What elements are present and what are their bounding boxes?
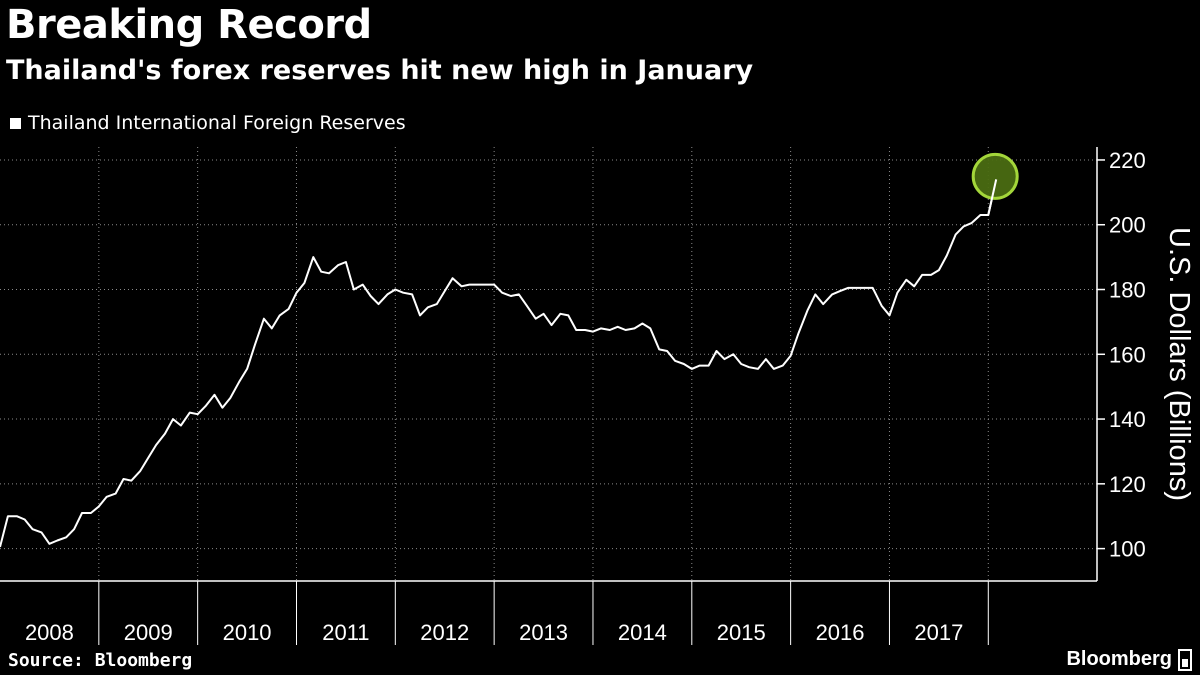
legend: Thailand International Foreign Reserves: [10, 112, 406, 134]
brand-text: Bloomberg: [1066, 648, 1172, 670]
chart-subtitle: Thailand's forex reserves hit new high i…: [6, 55, 754, 86]
y-tick-label: 220: [1109, 148, 1146, 173]
x-tick-label: 2011: [322, 620, 369, 645]
x-tick-label: 2017: [914, 620, 963, 645]
chart-title: Breaking Record: [6, 2, 372, 48]
y-tick-label: 180: [1109, 278, 1146, 303]
y-tick-label: 120: [1109, 472, 1146, 497]
x-tick-label: 2009: [124, 620, 173, 645]
y-tick-label: 160: [1109, 342, 1146, 367]
legend-swatch: [10, 117, 21, 129]
legend-label: Thailand International Foreign Reserves: [28, 112, 406, 134]
x-tick-label: 2014: [618, 620, 667, 645]
x-tick-label: 2008: [25, 620, 74, 645]
y-tick-label: 100: [1109, 537, 1146, 562]
series-line: [0, 179, 998, 548]
x-tick-label: 2013: [519, 620, 568, 645]
y-axis-title: U.S. Dollars (Billions): [1163, 227, 1195, 501]
source-note: Source: Bloomberg: [8, 650, 193, 671]
latest-value-highlight: [971, 152, 1019, 200]
x-tick-label: 2012: [420, 620, 469, 645]
x-tick-label: 2016: [816, 620, 865, 645]
y-tick-label: 200: [1109, 213, 1146, 238]
x-tick-label: 2010: [223, 620, 272, 645]
bloomberg-terminal-icon: [1178, 648, 1192, 671]
y-tick-label: 140: [1109, 407, 1146, 432]
series-last-segment: [987, 179, 998, 216]
bloomberg-logo: Bloomberg: [1066, 648, 1192, 671]
x-tick-label: 2015: [717, 620, 766, 645]
